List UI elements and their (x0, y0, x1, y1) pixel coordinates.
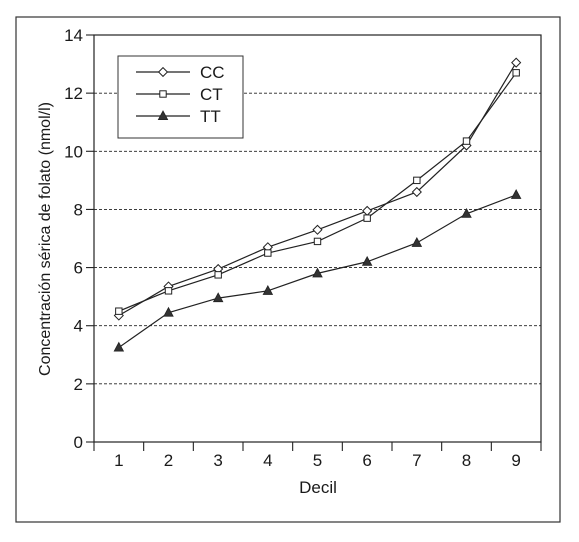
point-CT-8 (462, 137, 471, 145)
plot-area (93, 34, 542, 443)
x-tick-label-8: 8 (462, 451, 471, 470)
series-lines (113, 57, 522, 352)
x-tick-label-4: 4 (263, 451, 272, 470)
y-tick-label-2: 2 (74, 375, 83, 394)
point-CC-9 (511, 57, 522, 68)
point-CC-7 (411, 186, 422, 198)
y-axis: 0 2 4 6 8 10 12 14 (64, 26, 94, 452)
legend-label-CC: CC (200, 63, 225, 82)
x-tick-label-9: 9 (511, 451, 520, 470)
series-TT (113, 189, 522, 352)
point-TT-2 (163, 306, 174, 317)
point-TT-9 (510, 189, 522, 199)
point-TT-4 (262, 284, 274, 295)
x-tick-label-5: 5 (313, 451, 322, 470)
y-tick-label-6: 6 (74, 259, 83, 278)
point-TT-3 (212, 292, 224, 303)
x-tick-label-7: 7 (412, 451, 421, 470)
legend-label-CT: CT (200, 85, 223, 104)
y-tick-label-14: 14 (64, 26, 83, 45)
legend-label-TT: TT (200, 107, 221, 126)
y-tick-label-12: 12 (64, 84, 83, 103)
legend-entry-CT: CT (136, 85, 223, 104)
legend-entry-CC: CC (136, 63, 225, 82)
point-CT-1 (115, 307, 123, 315)
y-tick-label-10: 10 (64, 142, 83, 161)
legend: CC CT TT (117, 55, 244, 139)
figure-frame (15, 16, 561, 523)
legend-box (117, 55, 244, 139)
point-TT-5 (312, 267, 323, 278)
point-CT-7 (413, 176, 421, 185)
legend-entry-TT: TT (136, 107, 221, 126)
point-TT-1 (113, 341, 125, 352)
point-CT-3 (214, 271, 222, 279)
point-CT-6 (363, 214, 371, 222)
point-CT-4 (264, 249, 272, 257)
legend-marker-CC (157, 66, 169, 78)
point-CT-9 (512, 69, 520, 77)
point-CT-2 (164, 287, 173, 295)
x-axis: 1 2 3 4 5 6 7 8 9 (93, 442, 542, 470)
point-CC-5 (312, 224, 323, 235)
y-tick-label-8: 8 (74, 200, 83, 219)
point-TT-8 (461, 207, 472, 218)
x-tick-label-2: 2 (164, 451, 173, 470)
point-TT-7 (411, 237, 423, 247)
series-CT (115, 69, 520, 315)
x-axis-title: Decil (299, 478, 337, 497)
y-tick-label-4: 4 (74, 317, 83, 336)
x-tick-label-3: 3 (213, 451, 222, 470)
x-tick-label-1: 1 (114, 451, 123, 470)
y-tick-label-0: 0 (74, 433, 83, 452)
point-CT-5 (313, 237, 322, 246)
y-axis-title: Concentración sérica de folato (nmol/l) (37, 102, 54, 376)
point-TT-6 (361, 255, 373, 266)
x-tick-label-6: 6 (362, 451, 371, 470)
legend-marker-CT (159, 90, 167, 98)
legend-marker-TT (157, 110, 169, 120)
